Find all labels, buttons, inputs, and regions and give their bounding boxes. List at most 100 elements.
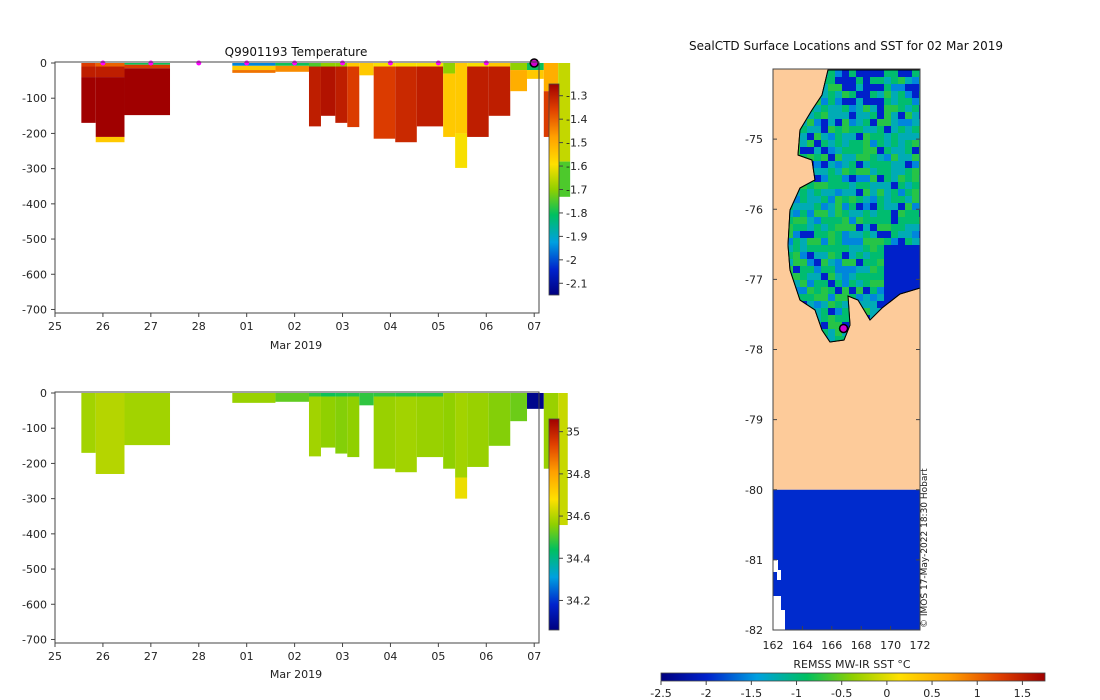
sst-cell	[821, 203, 828, 210]
sst-cell	[828, 231, 835, 238]
sst-cell	[828, 294, 835, 301]
sst-cell	[863, 105, 870, 112]
sst-cell	[905, 231, 912, 238]
sst-cell	[898, 119, 905, 126]
bot-profile-8-layer-1	[347, 396, 360, 458]
sst-cell	[788, 210, 793, 217]
no-data-gap	[773, 610, 785, 630]
sst-cell	[884, 77, 891, 84]
sst-cell	[788, 259, 793, 266]
sst-colorbar-tick-label: -2.5	[650, 687, 671, 700]
top-profile-12-layer-0	[416, 63, 444, 67]
sst-cell	[807, 224, 814, 231]
salinity-colorbar	[548, 418, 560, 631]
sst-cell	[905, 182, 912, 189]
sst-colorbar-tick-label: -2	[701, 687, 712, 700]
sst-cell	[828, 273, 835, 280]
sst-cell	[814, 168, 821, 175]
sst-cell	[793, 245, 800, 252]
sst-cell	[870, 252, 877, 259]
bot-xtick-label: 01	[240, 650, 254, 663]
sst-cell	[849, 77, 856, 84]
bot-profile-9-layer-0	[359, 393, 374, 406]
sst-cell	[863, 231, 870, 238]
sst-cell	[905, 259, 912, 266]
sst-cell	[835, 189, 842, 196]
sst-cell	[863, 154, 870, 161]
top-xtick-label: 26	[96, 320, 110, 333]
sst-cell	[912, 77, 919, 84]
salinity-section-plot: 25 26 27 28 01 02 03 04 05 06 07 0 -100 -200 -300 -400…	[22, 387, 590, 681]
bot-colorbar-label: 35	[566, 426, 580, 439]
sst-cell	[884, 161, 891, 168]
sst-cell	[884, 238, 891, 245]
sst-cell	[870, 112, 877, 119]
sst-cell	[863, 196, 870, 203]
sst-cell	[877, 210, 884, 217]
sst-cell	[905, 245, 912, 252]
sst-cell	[884, 245, 891, 252]
sst-cell	[898, 231, 905, 238]
sst-cell	[891, 238, 898, 245]
map-ytick-label: -77	[745, 273, 763, 286]
top-profile-16-layer-0	[488, 63, 511, 67]
sst-cell	[863, 140, 870, 147]
sst-cell	[828, 98, 835, 105]
sst-cell	[870, 70, 877, 77]
sst-cell	[842, 266, 849, 273]
sst-cell	[828, 217, 835, 224]
sst-cell	[807, 217, 814, 224]
sst-cell	[821, 133, 828, 140]
top-profile-16-layer-1	[488, 66, 511, 116]
sst-cell	[828, 238, 835, 245]
sst-cell	[856, 126, 863, 133]
sst-cell	[842, 77, 849, 84]
sst-cell	[905, 161, 912, 168]
sst-cell	[807, 238, 814, 245]
sst-cell	[870, 231, 877, 238]
sst-cell	[849, 280, 856, 287]
top-profile-6-layer-0	[320, 63, 336, 67]
sst-cell	[807, 203, 814, 210]
top-colorbar-label: -1.4	[566, 113, 587, 126]
sst-cell	[891, 161, 898, 168]
sst-cell	[821, 105, 828, 112]
sst-cell	[849, 133, 856, 140]
sst-cell	[793, 252, 800, 259]
bot-xtick-label: 05	[431, 650, 445, 663]
sst-cell	[863, 119, 870, 126]
top-profile-5-layer-0	[308, 63, 321, 67]
sst-cell	[870, 308, 877, 315]
bot-profile-6-layer-0	[320, 393, 336, 397]
sst-cell	[856, 273, 863, 280]
sst-cell	[863, 168, 870, 175]
top-profile-11-layer-0	[395, 63, 417, 67]
top-xtick-label: 04	[383, 320, 397, 333]
sst-cell	[807, 301, 814, 308]
sst-cell	[800, 231, 807, 238]
sst-cell	[842, 273, 849, 280]
sst-cell	[905, 273, 912, 280]
sst-cell	[863, 217, 870, 224]
top-profile-1-layer-2	[95, 77, 125, 137]
sst-cell	[863, 112, 870, 119]
bot-xtick-label: 02	[288, 650, 302, 663]
sst-cell	[898, 287, 905, 294]
sst-cell	[870, 238, 877, 245]
sst-cell	[842, 238, 849, 245]
sst-cell	[856, 133, 863, 140]
top-colorbar-label: -1.7	[566, 184, 587, 197]
sst-cell	[912, 280, 919, 287]
top-colorbar-label: -1.5	[566, 137, 587, 150]
map-ytick-label: -82	[745, 624, 763, 637]
sst-cell	[863, 98, 870, 105]
sst-cell	[905, 70, 912, 77]
sst-cell	[842, 294, 849, 301]
temperature-xlabel: Mar 2019	[270, 339, 322, 352]
sst-cell	[877, 287, 884, 294]
sst-cell	[905, 77, 912, 84]
sst-cell	[912, 210, 919, 217]
top-ytick-label: -500	[22, 233, 47, 246]
sst-cell	[898, 175, 905, 182]
